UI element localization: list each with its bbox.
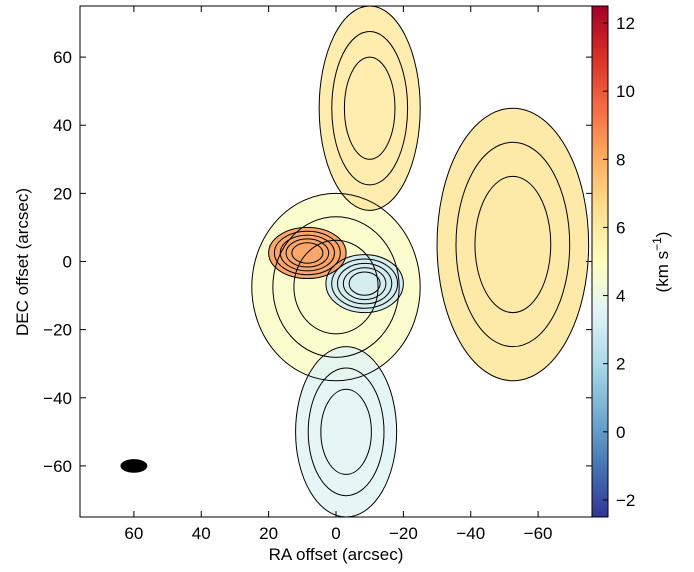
x-tick-label: −60 — [524, 524, 553, 543]
contour-south-lobe — [307, 367, 385, 497]
x-tick-label: 40 — [192, 524, 211, 543]
contour-north-lobe — [318, 6, 421, 211]
x-tick-label: −20 — [389, 524, 418, 543]
x-tick-label: 60 — [124, 524, 143, 543]
velocity-map-layer — [251, 6, 589, 517]
y-tick-label: 60 — [53, 48, 72, 67]
contour-core-red — [279, 234, 335, 272]
y-tick-label: −40 — [43, 389, 72, 408]
contour-core-red — [273, 230, 341, 276]
contour-core-blue — [348, 271, 381, 296]
colorbar-tick-label: 8 — [616, 150, 625, 169]
contour-northeast-ridge — [436, 107, 590, 382]
contour-core-blue — [337, 262, 393, 305]
contour-layer — [120, 6, 590, 517]
contour-core-envelope — [251, 192, 421, 382]
x-axis: 60 40 20 0 −20 −40 −60 — [124, 6, 553, 543]
y-axis-label: DEC offset (arcsec) — [13, 188, 32, 336]
colorbar-label: (km s−1) — [650, 232, 672, 293]
y-tick-label: 0 — [63, 253, 72, 272]
y-tick-label: −20 — [43, 321, 72, 340]
colorbar-tick-label: 2 — [616, 355, 625, 374]
contour-north-lobe — [331, 31, 409, 186]
y-axis: 60 40 20 0 −20 −40 −60 — [43, 48, 592, 476]
contour-northeast-ridge — [474, 175, 552, 314]
region-northeast-ridge — [437, 108, 589, 381]
contour-core-blue — [331, 258, 399, 309]
contour-core-blue — [325, 254, 404, 314]
contour-south-lobe — [320, 388, 372, 475]
contour-core-red — [291, 242, 324, 264]
x-tick-label: 0 — [331, 524, 340, 543]
y-tick-label: −60 — [43, 457, 72, 476]
contour-north-lobe — [343, 56, 396, 160]
x-axis-label: RA offset (arcsec) — [269, 545, 404, 564]
region-south-lobe — [295, 346, 397, 517]
contour-core-envelope — [272, 216, 400, 358]
contour-northeast-ridge — [455, 141, 571, 348]
y-tick-label: 40 — [53, 116, 72, 135]
colorbar-axis: 12 10 8 6 4 2 0 −2 — [603, 14, 635, 510]
contour-core-red — [268, 226, 347, 280]
contour-core-envelope — [293, 239, 379, 335]
contour-south-lobe — [295, 346, 398, 517]
beam-ellipse — [120, 459, 148, 473]
x-tick-label: 20 — [259, 524, 278, 543]
contour-core-red — [285, 238, 330, 268]
colorbar — [591, 5, 609, 518]
contour-core-blue — [342, 267, 387, 301]
y-tick-label: 20 — [53, 184, 72, 203]
colorbar-tick-label: 12 — [616, 14, 635, 33]
colorbar-tick-label: −2 — [616, 491, 635, 510]
colorbar-tick-label: 0 — [616, 423, 625, 442]
region-north-lobe — [319, 6, 421, 211]
x-tick-label: −40 — [456, 524, 485, 543]
colorbar-tick-label: 6 — [616, 218, 625, 237]
colorbar-tick-label: 10 — [616, 82, 635, 101]
colorbar-tick-label: 4 — [616, 287, 625, 306]
